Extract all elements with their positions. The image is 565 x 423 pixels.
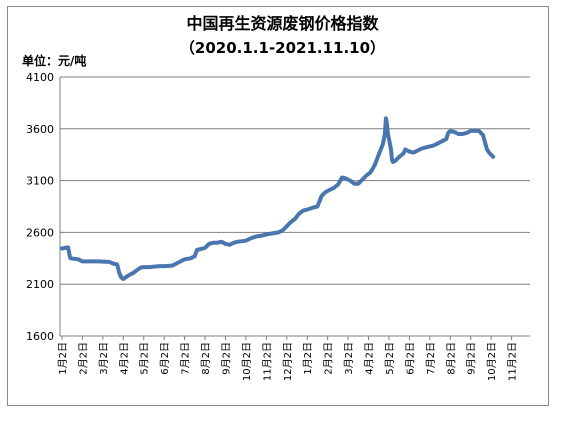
x-tick-label: 9月2日 [220,342,232,375]
y-tick-label: 2100 [26,278,54,291]
x-tick-label: 5月2日 [139,342,151,375]
y-tick-label: 4100 [26,71,54,84]
y-tick-labels: 1600 2100 2600 3100 3600 4100 [26,71,54,343]
x-tick-label: 3月2日 [343,342,355,375]
x-tick-label: 7月2日 [425,342,437,375]
x-tick-label: 1月2日 [302,342,314,375]
chart-title: 中国再生资源废钢价格指数 [186,14,379,33]
y-tick-label: 2600 [26,226,54,239]
x-tick-label: 8月2日 [200,342,212,375]
chart-subtitle: （2020.1.1-2021.11.10） [179,39,386,57]
x-tick-label: 12月2日 [282,342,294,381]
x-tick-label: 1月2日 [57,342,69,375]
y-tick-label: 1600 [26,330,54,343]
chart-frame [7,6,549,406]
axes [59,77,530,340]
series-line [60,116,496,281]
series-layer [60,116,496,281]
x-tick-label: 4月2日 [364,342,376,375]
x-tick-label: 3月2日 [98,342,110,375]
x-tick-label: 10月2日 [241,342,253,381]
x-tick-label: 4月2日 [118,342,130,375]
x-tick-label: 2月2日 [77,342,89,375]
unit-label: 单位：元/吨 [22,54,87,68]
x-tick-label: 11月2日 [507,342,519,381]
x-tick-label: 5月2日 [384,342,396,375]
x-tick-label: 9月2日 [466,342,478,375]
x-tick-label: 2月2日 [323,342,335,375]
x-tick-label: 11月2日 [261,342,273,381]
y-tick-label: 3600 [26,123,54,136]
x-tick-label: 8月2日 [445,342,457,375]
y-tick-label: 3100 [26,175,54,188]
x-tick-label: 6月2日 [159,342,171,375]
x-tick-label: 7月2日 [180,342,192,375]
x-tick-label: 10月2日 [486,342,498,381]
gridlines [60,76,530,337]
x-tick-labels: 1月2日 2月2日 3月2日 4月2日 5月2日 6月2日 7月2日 8月2日 9月2日 10月2… [57,342,519,381]
x-tick-label: 6月2日 [404,342,416,375]
